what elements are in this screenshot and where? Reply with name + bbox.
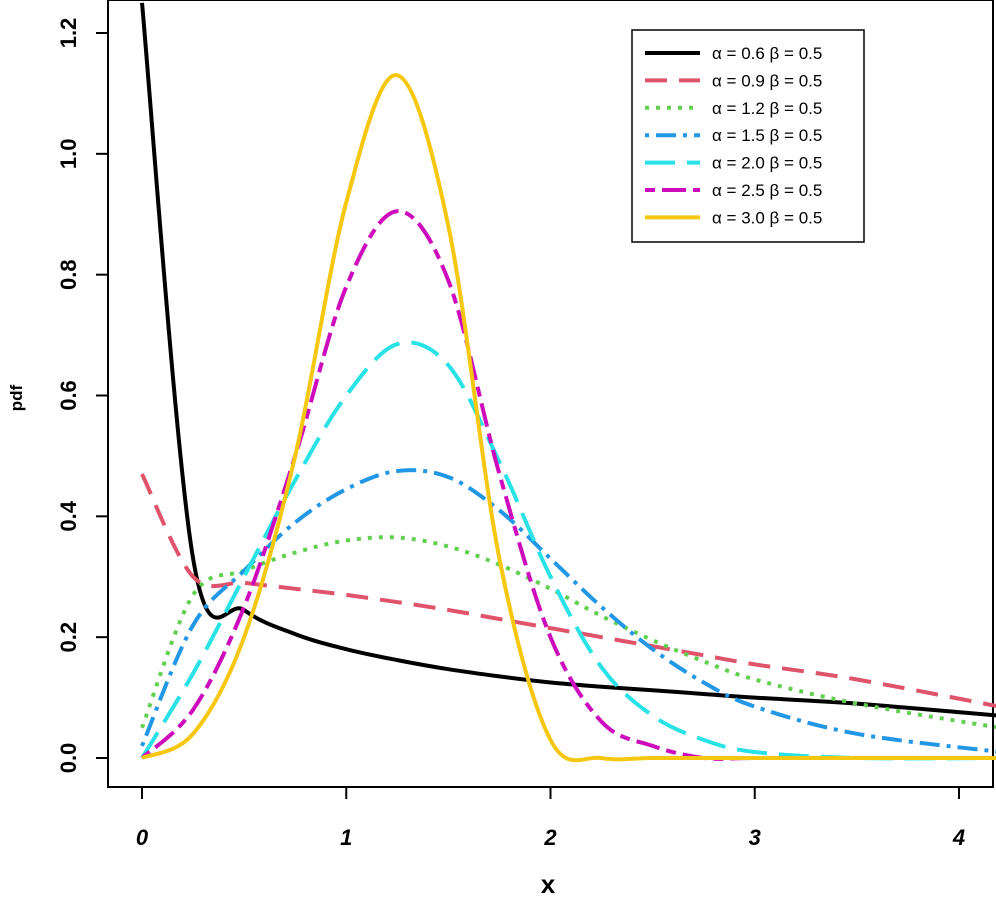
y-tick-label: 1.0 <box>56 139 81 170</box>
x-tick-label: 4 <box>952 825 965 850</box>
x-tick-label: 3 <box>749 825 761 850</box>
legend-label-5: α = 2.0 β = 0.5 <box>712 154 822 173</box>
y-tick-label: 0.8 <box>56 259 81 290</box>
legend-label-7: α = 3.0 β = 0.5 <box>712 208 822 227</box>
curves-group <box>140 2 996 763</box>
legend-label-3: α = 1.2 β = 0.5 <box>712 99 822 118</box>
legend-label-1: α = 0.6 β = 0.5 <box>712 44 822 63</box>
y-tick-label: 0.2 <box>56 622 81 653</box>
series-line-7 <box>141 73 996 763</box>
y-tick-label: 0.0 <box>56 743 81 774</box>
y-axis-title: pdf <box>7 384 26 411</box>
legend-label-2: α = 0.9 β = 0.5 <box>712 71 822 90</box>
legend: α = 0.6 β = 0.5 α = 0.9 β = 0.5 α = 1.2 β … <box>631 29 865 243</box>
x-tick-label: 2 <box>543 825 557 850</box>
series-line-6 <box>140 209 996 761</box>
legend-label-4: α = 1.5 β = 0.5 <box>712 126 822 145</box>
x-axis: 0 1 2 3 4 <box>136 786 965 850</box>
series-line-1 <box>140 2 996 718</box>
x-tick-label: 1 <box>340 825 352 850</box>
y-tick-label: 0.6 <box>56 380 81 411</box>
series-line-2 <box>140 473 996 708</box>
y-tick-label: 1.2 <box>56 18 81 49</box>
series-line-5 <box>140 340 996 761</box>
x-axis-title: x <box>541 869 556 898</box>
y-tick-label: 0.4 <box>56 500 81 531</box>
x-tick-label: 0 <box>136 825 149 850</box>
y-axis: 0.0 0.2 0.4 0.6 0.8 1.0 1.2 <box>56 18 109 774</box>
series-line-4 <box>140 468 996 754</box>
legend-label-6: α = 2.5 β = 0.5 <box>712 181 822 200</box>
